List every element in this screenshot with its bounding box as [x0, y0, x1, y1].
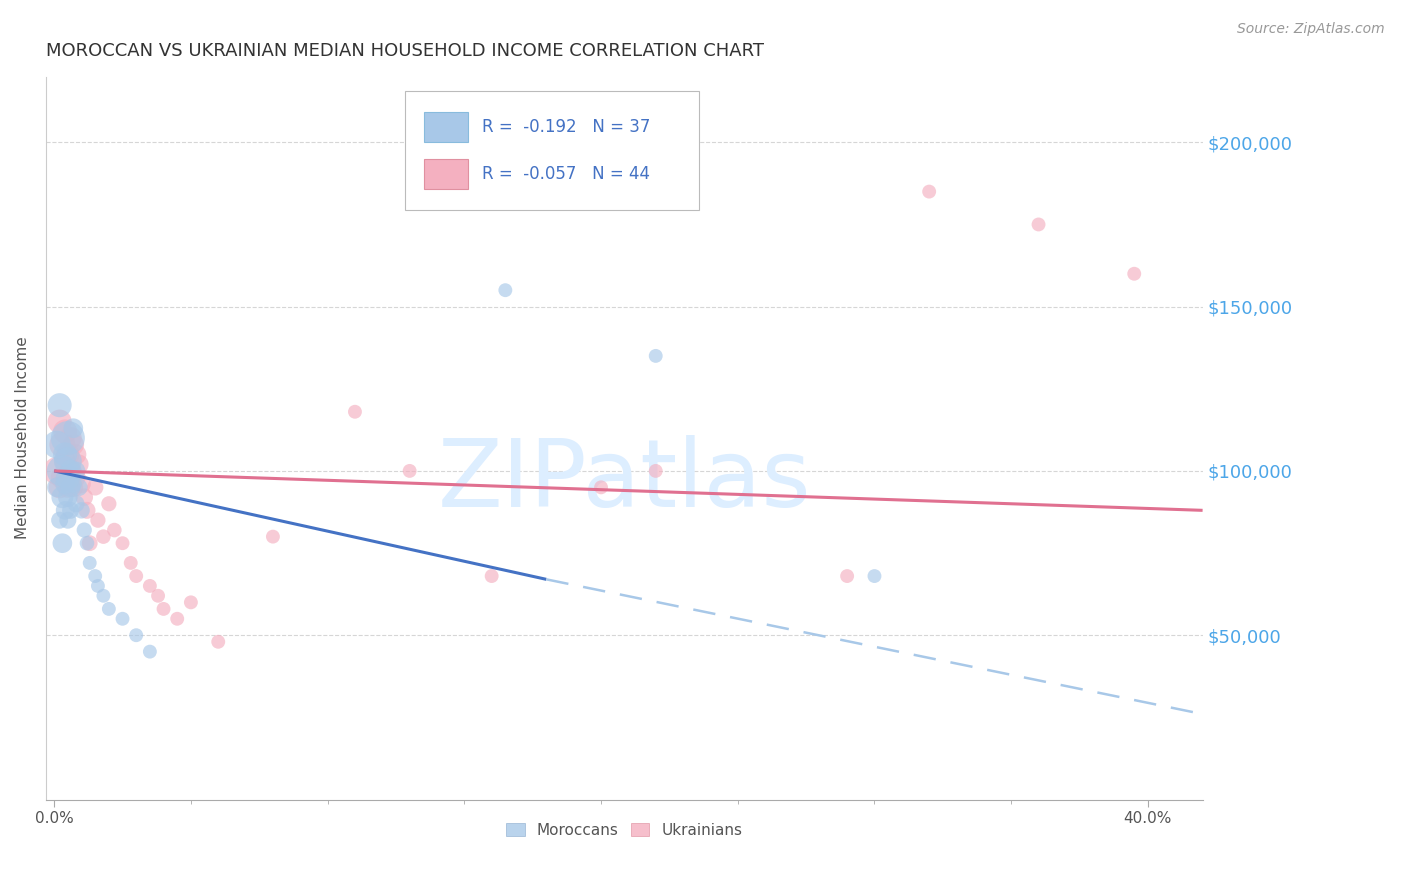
Point — [84, 480, 107, 494]
Point — [1028, 218, 1050, 232]
Point — [51, 536, 73, 550]
Point — [97, 497, 120, 511]
Point — [65, 464, 87, 478]
Point — [59, 431, 82, 445]
Point — [56, 448, 79, 462]
Text: R =  -0.192   N = 37: R = -0.192 N = 37 — [482, 119, 651, 136]
Point — [93, 589, 115, 603]
Point — [67, 458, 90, 472]
Point — [48, 415, 70, 429]
Point — [494, 283, 516, 297]
Point — [481, 569, 503, 583]
Point — [125, 569, 148, 583]
Point — [97, 602, 120, 616]
Point — [93, 530, 115, 544]
Legend: Moroccans, Ukrainians: Moroccans, Ukrainians — [501, 817, 748, 844]
Point — [125, 628, 148, 642]
Point — [56, 513, 79, 527]
Point — [76, 503, 98, 517]
Point — [56, 470, 79, 484]
Point — [62, 421, 84, 435]
Point — [398, 464, 420, 478]
Point — [48, 398, 70, 412]
Point — [87, 579, 110, 593]
Point — [644, 349, 666, 363]
Point — [48, 513, 70, 527]
Text: MOROCCAN VS UKRAINIAN MEDIAN HOUSEHOLD INCOME CORRELATION CHART: MOROCCAN VS UKRAINIAN MEDIAN HOUSEHOLD I… — [46, 42, 763, 60]
Point — [53, 477, 76, 491]
Point — [53, 454, 76, 468]
Point — [45, 437, 67, 451]
Point — [56, 454, 79, 468]
Point — [45, 480, 67, 494]
FancyBboxPatch shape — [405, 91, 699, 211]
Point — [62, 437, 84, 451]
Point — [70, 503, 93, 517]
Point — [62, 477, 84, 491]
Point — [103, 523, 125, 537]
Text: Source: ZipAtlas.com: Source: ZipAtlas.com — [1237, 22, 1385, 37]
Point — [120, 556, 142, 570]
Point — [45, 464, 67, 478]
Point — [139, 579, 162, 593]
Point — [207, 634, 229, 648]
Point — [65, 497, 87, 511]
Point — [644, 464, 666, 478]
Point — [65, 448, 87, 462]
Text: R =  -0.057   N = 44: R = -0.057 N = 44 — [482, 165, 650, 183]
Point — [84, 569, 107, 583]
Bar — [425, 159, 468, 189]
Point — [111, 536, 134, 550]
Point — [180, 595, 202, 609]
Point — [65, 470, 87, 484]
Point — [139, 645, 162, 659]
Bar — [425, 112, 468, 143]
Point — [51, 470, 73, 484]
Point — [51, 437, 73, 451]
Point — [76, 536, 98, 550]
Point — [73, 523, 96, 537]
Point — [1123, 267, 1146, 281]
Point — [59, 464, 82, 478]
Point — [79, 536, 101, 550]
Point — [59, 480, 82, 494]
Point — [67, 480, 90, 494]
Point — [59, 503, 82, 517]
Point — [111, 612, 134, 626]
Point — [262, 530, 284, 544]
Point — [146, 589, 169, 603]
Point — [51, 490, 73, 504]
Point — [56, 431, 79, 445]
Point — [87, 513, 110, 527]
Point — [53, 425, 76, 439]
Text: ZIPatlas: ZIPatlas — [437, 435, 811, 527]
Point — [51, 464, 73, 478]
Point — [152, 602, 174, 616]
Point — [79, 556, 101, 570]
Point — [73, 490, 96, 504]
Y-axis label: Median Household Income: Median Household Income — [15, 336, 30, 540]
Point — [59, 464, 82, 478]
Point — [343, 405, 366, 419]
Point — [837, 569, 859, 583]
Point — [53, 503, 76, 517]
Point — [53, 448, 76, 462]
Point — [56, 490, 79, 504]
Point — [56, 480, 79, 494]
Point — [70, 477, 93, 491]
Point — [62, 480, 84, 494]
Point — [48, 480, 70, 494]
Point — [863, 569, 886, 583]
Point — [589, 480, 612, 494]
Point — [918, 185, 941, 199]
Point — [166, 612, 188, 626]
